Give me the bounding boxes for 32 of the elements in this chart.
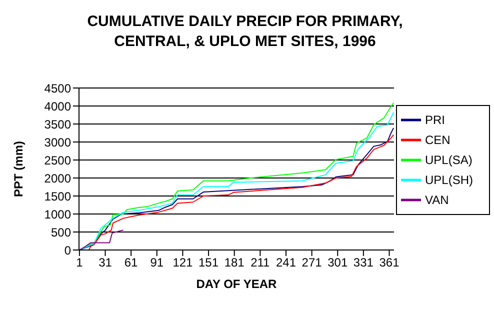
y-tick-label: 2000 (44, 171, 72, 186)
y-tick-label: 1500 (44, 189, 72, 204)
legend-label: PRI (425, 113, 446, 128)
y-tick-label: 3000 (44, 135, 72, 150)
legend-label: CEN (425, 133, 450, 148)
x-tick-label: 61 (124, 256, 138, 270)
y-axis-title: PPT (mm) (11, 140, 26, 198)
x-tick-label: 361 (379, 256, 400, 270)
x-tick-label: 1 (76, 256, 84, 270)
x-tick-label: 211 (250, 256, 270, 270)
x-tick-label: 331 (353, 256, 374, 270)
y-tick-label: 500 (50, 225, 72, 240)
x-tick-label: 121 (172, 256, 194, 270)
x-tick-label: 241 (276, 256, 296, 270)
y-tick-label: 4000 (44, 99, 72, 114)
y-tick-label: 3500 (44, 117, 72, 132)
x-tick-label: 271 (302, 256, 322, 270)
legend-label: VAN (425, 193, 449, 208)
x-tick-label: 151 (198, 256, 219, 270)
y-tick-label: 4500 (44, 81, 72, 96)
x-tick-label: 301 (328, 256, 348, 270)
x-tick-label: 31 (98, 256, 112, 270)
x-tick-label: 181 (224, 256, 245, 270)
x-axis-title: DAY OF YEAR (196, 277, 278, 291)
legend-label: UPL(SH) (425, 173, 474, 188)
legend-label: UPL(SA) (425, 153, 472, 168)
chart-title: CUMULATIVE DAILY PRECIP FOR PRIMARY, CENTRAL, & UPLO MET SITES, 1996 (86, 12, 404, 52)
x-tick-label: 91 (150, 256, 164, 270)
y-tick-label: 0 (64, 243, 72, 258)
line-series (79, 230, 124, 250)
y-tick-label: 1000 (44, 207, 72, 222)
y-tick-label: 2500 (44, 153, 72, 168)
